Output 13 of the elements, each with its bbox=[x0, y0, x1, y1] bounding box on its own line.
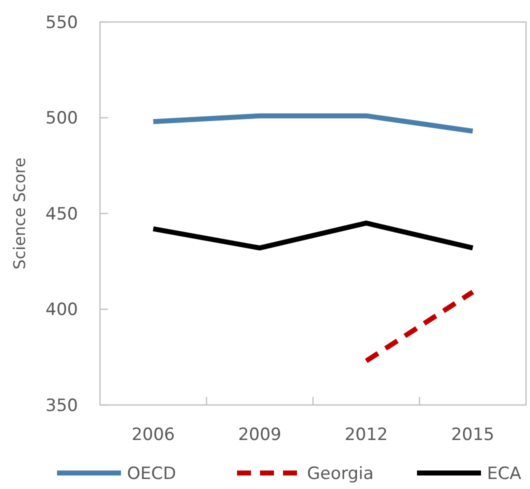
x-tick-label: 2009 bbox=[238, 425, 282, 445]
legend-label: OECD bbox=[127, 464, 176, 484]
y-tick-label: 450 bbox=[46, 204, 78, 224]
legend-label: Georgia bbox=[307, 464, 374, 484]
y-tick-label: 350 bbox=[46, 396, 78, 416]
legend-label: ECA bbox=[487, 464, 522, 484]
y-axis-title: Science Score bbox=[10, 158, 29, 270]
x-tick-label: 2015 bbox=[451, 425, 494, 445]
y-tick-label: 500 bbox=[46, 108, 78, 129]
y-tick-label: 400 bbox=[46, 300, 78, 320]
x-tick-label: 2006 bbox=[132, 425, 175, 445]
x-tick-label: 2012 bbox=[344, 425, 388, 445]
y-tick-label: 550 bbox=[46, 12, 78, 33]
